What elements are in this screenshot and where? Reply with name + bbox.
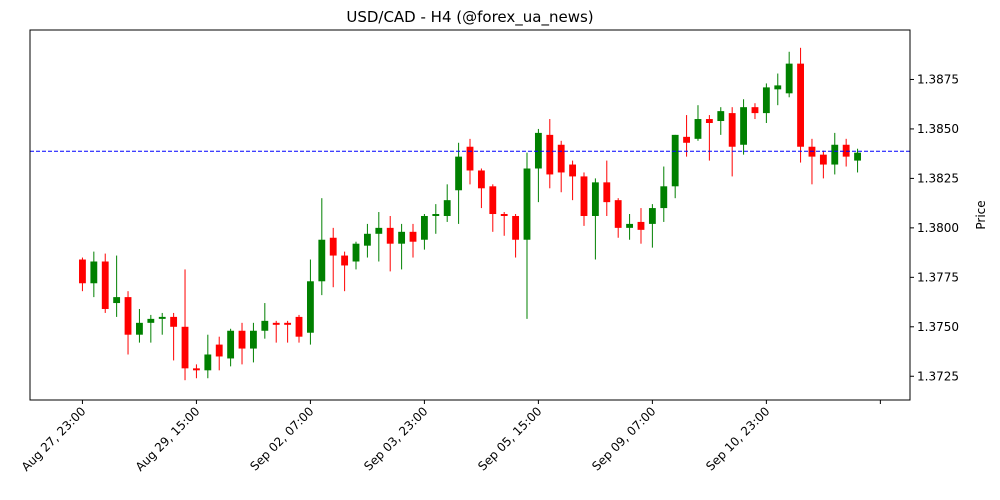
candle-body	[352, 243, 360, 262]
candle-body	[774, 85, 782, 90]
candle-body	[432, 214, 440, 216]
candle-body	[329, 237, 337, 256]
candle-body	[660, 186, 668, 209]
candle-body	[136, 322, 143, 335]
x-tick-label: Aug 27, 23:00	[19, 404, 89, 474]
candle-body	[591, 182, 599, 216]
candle-body	[101, 261, 109, 309]
candle-body	[603, 182, 611, 203]
candle-body	[614, 200, 622, 228]
y-tick-label: 1.3850	[917, 122, 959, 136]
candle-body	[557, 144, 565, 173]
candle-body	[751, 107, 759, 114]
candle-body	[500, 214, 508, 216]
candle-body	[124, 297, 132, 335]
candle-body	[523, 168, 531, 240]
x-tick-label: Sep 03, 23:00	[361, 404, 430, 473]
x-tick-label: Sep 10, 23:00	[703, 404, 772, 473]
candle-body	[227, 330, 235, 359]
y-tick-label: 1.3875	[917, 72, 959, 86]
candle-body	[284, 322, 292, 325]
y-tick-label: 1.3725	[917, 369, 959, 383]
candle-body	[785, 63, 793, 94]
candle-body	[842, 144, 850, 157]
candle-body	[854, 152, 861, 161]
candle-body	[375, 227, 383, 234]
candle-body	[683, 136, 690, 143]
candle-body	[79, 259, 86, 284]
candle-body	[306, 281, 314, 333]
candle-body	[193, 368, 200, 371]
candle-body	[238, 330, 246, 349]
candle-body	[113, 297, 121, 304]
candle-body	[489, 186, 497, 215]
candle-body	[341, 255, 349, 266]
candle-body	[797, 63, 804, 147]
candle-body	[386, 227, 394, 244]
candle-body	[204, 354, 212, 371]
candle-body	[295, 316, 303, 337]
y-axis-label: Price	[974, 200, 988, 229]
candle-body	[170, 316, 178, 327]
candle-body	[398, 231, 406, 244]
candle-body	[728, 113, 736, 147]
candle-body	[546, 134, 554, 175]
candle-body	[318, 239, 326, 282]
candle-body	[90, 261, 98, 284]
candle-body	[671, 134, 679, 187]
candle-body	[363, 233, 371, 246]
plot-frame	[29, 29, 911, 401]
candle-body	[831, 144, 839, 165]
candle-body	[443, 200, 451, 216]
candle-body	[272, 322, 280, 325]
candle-body	[512, 215, 520, 240]
candle-body	[181, 326, 189, 369]
candle-body	[466, 146, 474, 171]
x-tick-label: Sep 09, 07:00	[589, 404, 658, 473]
candle-body	[580, 176, 588, 216]
y-tick-label: 1.3825	[917, 171, 959, 185]
candle-body	[158, 316, 166, 319]
candle-body	[569, 164, 577, 177]
candle-body	[409, 231, 417, 242]
candle-body	[740, 107, 747, 145]
candle-body	[626, 223, 634, 228]
x-tick-label: Sep 05, 15:00	[475, 404, 544, 473]
y-tick-label: 1.3775	[917, 270, 959, 284]
candle-body	[694, 119, 702, 139]
candle-body	[477, 170, 485, 189]
chart-title: USD/CAD - H4 (@forex_ua_news)	[346, 8, 593, 27]
y-tick-label: 1.3800	[917, 221, 959, 235]
candle-body	[819, 154, 827, 165]
candle-body	[420, 215, 428, 240]
x-tick-label: Sep 02, 07:00	[247, 404, 316, 473]
candle-body	[705, 119, 713, 123]
candle-body	[261, 320, 269, 331]
candle-body	[648, 208, 656, 224]
candle-body	[717, 111, 725, 122]
candle-body	[455, 156, 463, 191]
candle-body	[147, 318, 155, 323]
candle-body	[762, 87, 770, 114]
x-tick-label: Aug 29, 15:00	[133, 404, 203, 474]
candle-body	[250, 330, 257, 349]
candle-body	[637, 221, 645, 230]
candle-body	[215, 344, 223, 357]
y-tick-label: 1.3750	[917, 320, 959, 334]
candle-body	[534, 132, 542, 169]
